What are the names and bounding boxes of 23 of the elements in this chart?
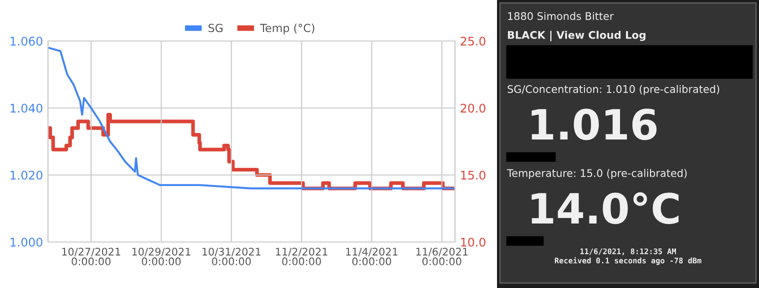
- line-series: [48, 46, 455, 190]
- x-tick-label: 10/27/2021 0:00:00: [62, 248, 120, 266]
- x-tick-label: 10/29/2021 0:00:00: [132, 248, 190, 266]
- y2-tick-label: 20.0: [460, 104, 486, 113]
- text: 14.0°C: [532, 192, 679, 224]
- x-tick-label: 11/4/2021 0:00:00: [346, 248, 398, 266]
- x-tick-label: 11/6/2021 0:00:00: [416, 248, 468, 266]
- y-tick-label: 1.040: [10, 104, 42, 113]
- text: SG/Concentration: 1.010 (pre-calibrated): [508, 84, 720, 96]
- y-tick-label: 1.060: [10, 36, 42, 46]
- legend-label: Temp (°C): [260, 24, 314, 34]
- y2-tick-label: 10.0: [461, 238, 486, 247]
- y-tick-label: 1.000: [10, 238, 42, 247]
- legend-label: SG: [208, 24, 223, 32]
- text: Temperature: 15.0 (pre-calibrated): [506, 168, 687, 180]
- text: 1.016: [532, 108, 657, 140]
- text: 1880 Simonds Bitter: [508, 12, 614, 20]
- y2-tick-label: 25.0: [460, 36, 486, 46]
- x-tick-label: 10/31/2021 0:00:00: [202, 248, 260, 266]
- y2-tick-label: 15.0: [461, 170, 486, 180]
- y-tick-label: 1.020: [10, 170, 42, 180]
- x-tick-label: 11/2/2021 0:00:00: [276, 248, 328, 266]
- text: BLACK | View Cloud Log: [508, 30, 646, 42]
